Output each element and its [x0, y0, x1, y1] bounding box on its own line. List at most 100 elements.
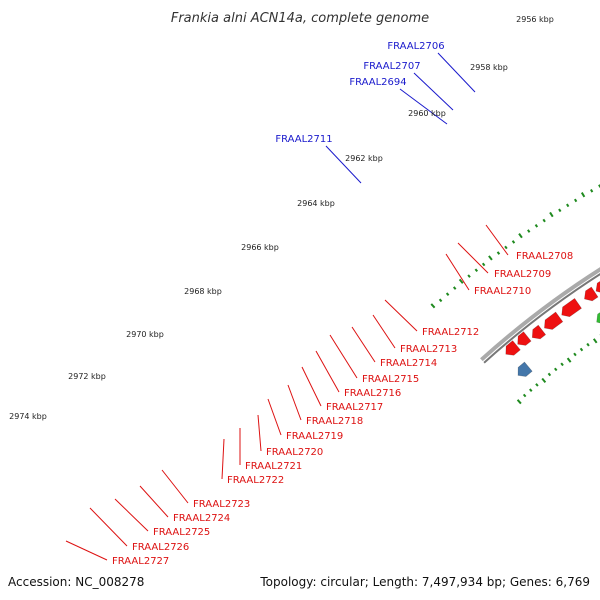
- reverse-leader-line: [114, 498, 149, 532]
- gene-feature: [584, 286, 599, 302]
- outer-tick-mark: [549, 211, 554, 218]
- label-leader-lines: [65, 52, 509, 561]
- forward-leader-line: [399, 88, 448, 125]
- gene-features: [505, 281, 600, 377]
- outer-tick-mark: [534, 223, 539, 228]
- outer-tick-mark: [452, 286, 457, 290]
- inner-tick-mark: [554, 367, 558, 372]
- scale-tick-label: 2974 kbp: [9, 412, 47, 421]
- outer-tick-mark: [573, 198, 578, 203]
- reverse-leader-line: [257, 414, 262, 452]
- scale-tick-label: 2968 kbp: [184, 287, 222, 296]
- reverse-leader-line: [457, 242, 489, 274]
- inner-tick-track: [516, 334, 600, 405]
- forward-leader-line: [413, 72, 454, 111]
- reverse-leader-line: [315, 350, 340, 393]
- accession-text: Accession: NC_008278: [8, 575, 144, 589]
- inner-tick-mark: [592, 338, 598, 344]
- outer-tick-mark: [558, 208, 562, 213]
- reverse-leader-line: [351, 326, 376, 363]
- reverse-gene-label: FRAAL2721: [245, 461, 302, 472]
- reverse-gene-label: FRAAL2715: [362, 374, 419, 385]
- forward-gene-labels: FRAAL2706 FRAAL2707 FRAAL2694 FRAAL2711: [275, 41, 444, 145]
- inner-tick-mark: [547, 372, 552, 377]
- map-title: Frankia alni ACN14a, complete genome: [171, 11, 429, 26]
- reverse-gene-label: FRAAL2719: [286, 431, 343, 442]
- reverse-leader-line: [372, 314, 396, 349]
- outer-tick-mark: [511, 240, 516, 244]
- outer-tick-mark: [474, 268, 479, 273]
- outer-tick-mark: [566, 203, 570, 208]
- reverse-gene-label: FRAAL2720: [266, 447, 323, 458]
- outer-tick-mark: [430, 303, 436, 309]
- gene-feature: [596, 312, 600, 324]
- reverse-leader-line: [485, 224, 509, 256]
- forward-leader-line: [325, 145, 362, 184]
- forward-leader-line: [437, 52, 476, 93]
- reverse-leader-line: [89, 507, 128, 547]
- reverse-leader-line: [65, 540, 108, 561]
- reverse-gene-label: FRAAL2708: [516, 251, 573, 262]
- scale-tick-label: 2966 kbp: [241, 243, 279, 252]
- scale-tick-label: 2956 kbp: [516, 15, 554, 24]
- gene-feature: [561, 298, 582, 318]
- scale-tick-label: 2962 kbp: [345, 154, 383, 163]
- reverse-leader-line: [139, 485, 169, 518]
- reverse-leader-line: [221, 438, 225, 480]
- reverse-gene-label: FRAAL2709: [494, 269, 551, 280]
- forward-gene-label: FRAAL2694: [349, 77, 406, 88]
- outer-tick-mark: [481, 262, 486, 267]
- scale-tick-labels: 2956 kbp 2958 kbp 2960 kbp 2962 kbp 2964 kbp…: [9, 15, 554, 421]
- reverse-gene-label: FRAAL2726: [132, 542, 189, 553]
- genome-summary-text: Topology: circular; Length: 7,497,934 bp…: [259, 575, 590, 589]
- inner-tick-mark: [541, 377, 547, 383]
- outer-tick-mark: [518, 233, 523, 239]
- reverse-gene-label: FRAAL2727: [112, 556, 169, 567]
- reverse-gene-label: FRAAL2714: [380, 358, 437, 369]
- inner-tick-mark: [573, 352, 577, 357]
- inner-tick-mark: [535, 383, 539, 387]
- inner-tick-mark: [516, 399, 522, 405]
- gene-feature: [531, 324, 547, 340]
- outer-tick-mark: [458, 278, 464, 284]
- reverse-leader-line: [445, 253, 470, 291]
- outer-tick-mark: [467, 274, 471, 278]
- reverse-gene-label: FRAAL2717: [326, 402, 383, 413]
- inner-tick-mark: [522, 393, 527, 398]
- forward-gene-label: FRAAL2706: [387, 41, 444, 52]
- backbone-inner-line: [483, 273, 600, 364]
- scale-tick-label: 2964 kbp: [297, 199, 335, 208]
- forward-gene-label: FRAAL2711: [275, 134, 332, 145]
- reverse-leader-line: [329, 334, 358, 379]
- reverse-gene-label: FRAAL2712: [422, 327, 479, 338]
- genome-backbone: [480, 267, 600, 364]
- reverse-leader-line: [287, 384, 302, 421]
- inner-tick-mark: [579, 347, 584, 352]
- reverse-gene-label: FRAAL2718: [306, 416, 363, 427]
- scale-tick-label: 2970 kbp: [126, 330, 164, 339]
- inner-tick-mark: [566, 357, 572, 363]
- reverse-gene-label: FRAAL2713: [400, 344, 457, 355]
- gene-feature: [517, 331, 532, 346]
- reverse-leader-line: [267, 398, 282, 436]
- gene-feature: [595, 281, 600, 293]
- outer-tick-mark: [504, 245, 508, 250]
- reverse-gene-labels: FRAAL2708 FRAAL2709 FRAAL2710 FRAAL2712 FRAA…: [112, 251, 573, 567]
- gene-feature: [505, 340, 521, 356]
- reverse-leader-line: [301, 366, 322, 407]
- backbone-outer-line: [480, 267, 600, 362]
- reverse-gene-label: FRAAL2710: [474, 286, 531, 297]
- outer-tick-mark: [590, 188, 594, 193]
- reverse-gene-label: FRAAL2724: [173, 513, 230, 524]
- outer-tick-mark: [445, 292, 450, 296]
- scale-tick-label: 2958 kbp: [470, 63, 508, 72]
- reverse-leader-line: [161, 469, 189, 504]
- outer-tick-mark: [580, 192, 586, 198]
- outer-tick-mark: [488, 255, 493, 261]
- reverse-gene-label: FRAAL2722: [227, 475, 284, 486]
- reverse-leader-line: [384, 299, 418, 332]
- outer-tick-mark: [496, 251, 501, 255]
- outer-tick-mark: [438, 298, 443, 303]
